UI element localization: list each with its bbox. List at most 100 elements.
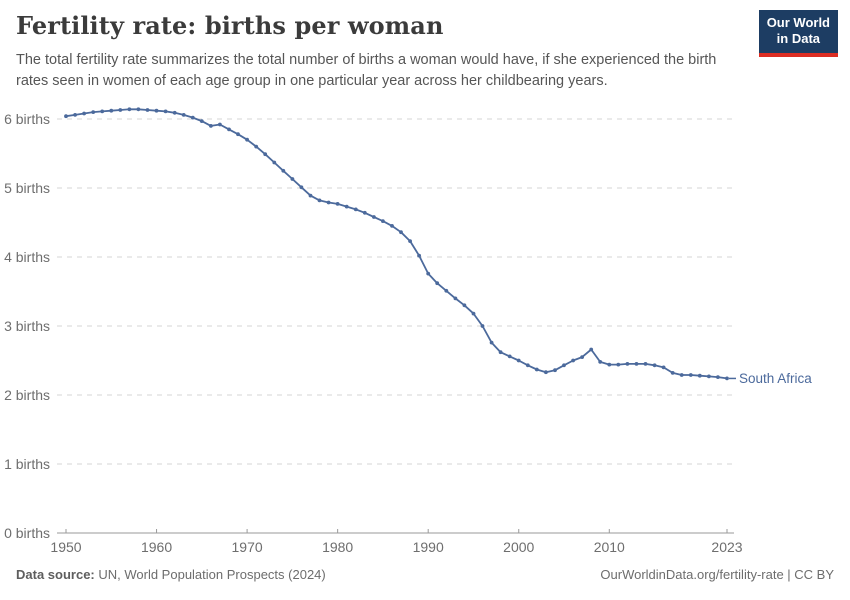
data-point[interactable] (390, 224, 394, 228)
y-tick-label: 5 births (4, 180, 50, 196)
data-point[interactable] (534, 367, 539, 372)
data-point[interactable] (507, 354, 512, 359)
data-point[interactable] (417, 253, 421, 258)
data-point[interactable] (100, 109, 105, 114)
data-point[interactable] (127, 107, 132, 112)
fertility-line-chart[interactable]: 0 births 1 births 2 births 3 births 4 births… (0, 100, 850, 562)
data-point[interactable] (580, 355, 584, 359)
data-point[interactable] (172, 110, 177, 115)
data-point[interactable] (281, 168, 286, 173)
data-point[interactable] (643, 362, 648, 366)
page-title: Fertility rate: births per woman (16, 11, 444, 40)
x-tick-label: 1950 (50, 539, 81, 555)
data-point[interactable] (688, 373, 693, 377)
data-point[interactable] (335, 202, 340, 206)
owid-logo[interactable]: Our World in Data (758, 10, 838, 57)
data-point[interactable] (154, 108, 159, 113)
x-tick-label: 2010 (594, 539, 625, 555)
data-point[interactable] (118, 108, 123, 112)
x-tick-label: 2000 (503, 539, 534, 555)
data-point[interactable] (109, 108, 114, 113)
y-tick-label: 1 births (4, 456, 50, 472)
data-point[interactable] (181, 113, 186, 117)
x-tick-label: 1990 (413, 539, 444, 555)
data-point[interactable] (145, 108, 150, 112)
data-point[interactable] (525, 363, 530, 368)
y-tick-label: 0 births (4, 525, 50, 541)
data-point[interactable] (190, 115, 195, 120)
data-point[interactable] (344, 204, 349, 209)
data-point[interactable] (498, 350, 503, 355)
data-point[interactable] (326, 200, 331, 205)
data-point[interactable] (544, 370, 548, 375)
data-point[interactable] (598, 360, 603, 364)
data-point[interactable] (489, 340, 494, 345)
data-point[interactable] (272, 160, 277, 165)
data-point[interactable] (453, 296, 458, 301)
y-tick-label: 2 births (4, 387, 50, 403)
chart-footer: Data source: UN, World Population Prospe… (16, 567, 834, 582)
data-point[interactable] (381, 219, 385, 223)
data-point[interactable] (625, 362, 630, 366)
data-point[interactable] (73, 113, 77, 117)
data-source-text: UN, World Population Prospects (2024) (94, 567, 326, 582)
data-point[interactable] (562, 363, 566, 368)
data-source-label: Data source: (16, 567, 95, 582)
entity-label[interactable]: South Africa (739, 371, 812, 386)
data-point[interactable] (652, 363, 657, 368)
data-point[interactable] (480, 324, 485, 328)
data-point[interactable] (462, 303, 467, 308)
data-point[interactable] (716, 375, 720, 379)
data-point[interactable] (679, 373, 684, 377)
data-point[interactable] (136, 107, 141, 112)
data-point[interactable] (616, 362, 621, 367)
data-point[interactable] (571, 358, 575, 363)
data-point[interactable] (444, 288, 449, 293)
y-tick-label: 6 births (4, 111, 50, 127)
data-point[interactable] (64, 114, 68, 119)
data-point[interactable] (199, 119, 204, 123)
x-tick-label: 1960 (141, 539, 172, 555)
data-point[interactable] (661, 365, 666, 370)
data-point[interactable] (299, 185, 304, 190)
data-point[interactable] (589, 347, 594, 352)
data-point[interactable] (290, 177, 295, 181)
data-point[interactable] (218, 122, 222, 127)
data-point[interactable] (317, 198, 322, 203)
data-point[interactable] (634, 362, 639, 366)
data-point[interactable] (308, 193, 313, 198)
data-point[interactable] (209, 124, 213, 128)
data-point[interactable] (245, 137, 250, 142)
data-source: Data source: UN, World Population Prospe… (16, 567, 326, 582)
data-point[interactable] (607, 362, 612, 367)
data-point[interactable] (553, 368, 557, 373)
data-point[interactable] (163, 109, 168, 114)
data-point[interactable] (399, 230, 403, 235)
y-tick-label: 4 births (4, 249, 50, 265)
data-point[interactable] (91, 110, 96, 114)
x-tick-label: 1980 (322, 539, 353, 555)
data-point[interactable] (236, 132, 240, 137)
data-point[interactable] (670, 371, 675, 375)
series-line[interactable] (65, 108, 728, 380)
footer-attribution[interactable]: OurWorldinData.org/fertility-rate | CC B… (600, 567, 834, 582)
data-point[interactable] (254, 144, 259, 149)
owid-logo-line2: in Data (776, 31, 821, 47)
data-point[interactable] (263, 152, 268, 157)
data-point[interactable] (426, 271, 431, 276)
data-point[interactable] (408, 239, 412, 244)
x-tick-label: 2023 (711, 539, 742, 555)
data-point[interactable] (697, 373, 702, 378)
data-point[interactable] (435, 281, 440, 286)
chart-subtitle: The total fertility rate summarizes the … (16, 52, 717, 90)
data-point[interactable] (516, 358, 521, 363)
data-point[interactable] (82, 111, 86, 116)
data-point[interactable] (353, 207, 358, 212)
data-point[interactable] (471, 311, 476, 316)
data-point[interactable] (707, 374, 711, 379)
data-point[interactable] (725, 376, 729, 381)
data-point[interactable] (362, 210, 367, 215)
data-point[interactable] (227, 127, 231, 132)
data-point[interactable] (372, 215, 376, 219)
